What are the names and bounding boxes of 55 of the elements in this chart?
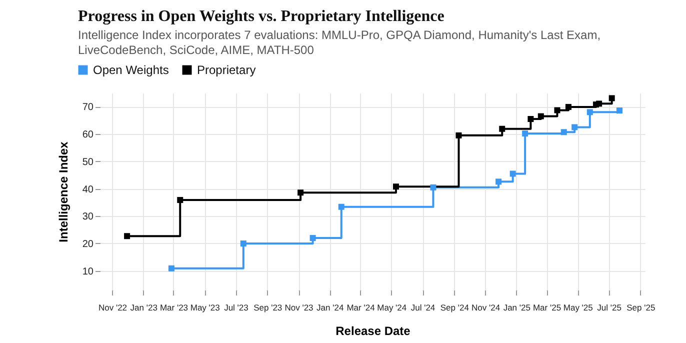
x-tick-label: Nov '24 — [471, 302, 500, 312]
point — [124, 233, 130, 240]
point — [168, 265, 174, 272]
point — [499, 126, 506, 132]
chart-title: Progress in Open Weights vs. Proprietary Intelligence — [78, 8, 444, 26]
y-tick-label: 70 — [82, 102, 94, 114]
point — [496, 178, 502, 185]
x-tick-label: Sep '24 — [440, 302, 470, 312]
x-tick-label: Sep '23 — [254, 302, 282, 312]
x-tick-label: Jan '25 — [503, 302, 531, 312]
x-tick-label: Jul '24 — [410, 302, 436, 312]
point — [510, 170, 516, 177]
point — [430, 184, 436, 190]
x-tick-label: Jan '24 — [316, 302, 344, 312]
y-tick-label: 10 — [82, 266, 94, 278]
point — [177, 196, 184, 203]
x-tick-label: May '23 — [190, 302, 220, 312]
x-tick-label: Jan '23 — [130, 302, 158, 312]
x-tick-label: Jul '25 — [597, 302, 622, 312]
legend-label: Proprietary — [197, 63, 256, 77]
x-tick-label: Mar '25 — [532, 302, 562, 312]
point — [560, 129, 567, 136]
legend-label: Open Weights — [93, 63, 169, 77]
x-axis-title: Release Date — [336, 324, 411, 338]
y-tick-label: 20 — [82, 238, 94, 250]
chart-subtitle: Intelligence Index incorporates 7 evaluations: MMLU-Pro, GPQA Diamond, Humanity's Last Exam, LiveCodeBench, SciCode, AIME, MATH-500 — [78, 28, 602, 58]
y-axis-title: Intelligence Index — [56, 141, 70, 242]
x-tick-label: Sep '25 — [626, 302, 656, 312]
x-tick-label: Jul '23 — [224, 302, 249, 312]
y-tick-label: 60 — [82, 130, 94, 141]
point — [310, 235, 316, 242]
point — [528, 116, 534, 122]
point — [456, 132, 462, 138]
x-tick-label: Mar '24 — [346, 302, 376, 312]
point — [240, 240, 246, 246]
point — [554, 107, 560, 114]
x-tick-label: Nov '22 — [98, 302, 128, 312]
y-tick-label: 40 — [82, 184, 94, 196]
point — [338, 204, 344, 210]
point — [298, 190, 304, 196]
point — [608, 95, 615, 102]
y-tick-label: 50 — [82, 156, 94, 168]
point — [538, 113, 544, 120]
x-tick-label: Nov '23 — [284, 302, 314, 312]
point — [616, 108, 622, 114]
x-tick-label: May '25 — [563, 302, 594, 312]
point — [596, 100, 602, 107]
point — [565, 104, 572, 110]
y-tick-label: 30 — [82, 212, 94, 223]
point — [522, 130, 528, 136]
x-tick-label: May '24 — [377, 302, 407, 312]
x-tick-label: Mar '23 — [160, 302, 188, 312]
point — [586, 109, 593, 116]
point — [572, 124, 578, 130]
point — [392, 184, 399, 190]
